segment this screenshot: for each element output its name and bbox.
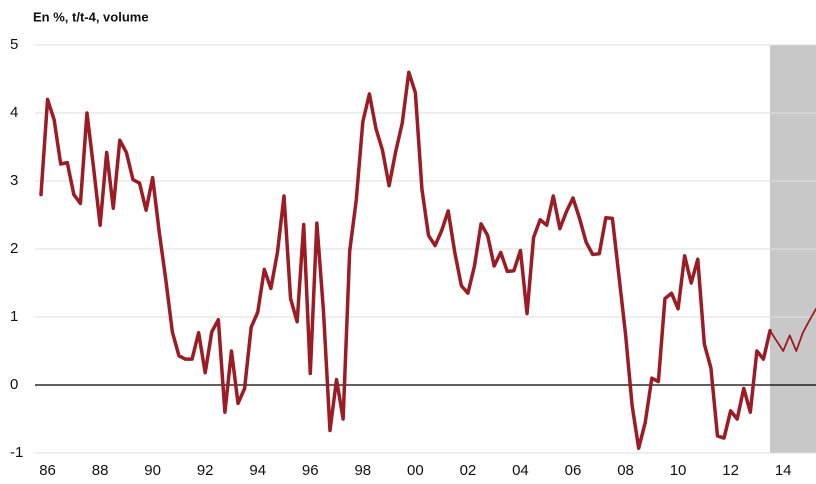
x-tick-label: 08 — [617, 462, 634, 479]
y-tick-label: 5 — [10, 36, 18, 53]
chart-title: En %, t/t-4, volume — [33, 9, 149, 24]
y-tick-label: -1 — [10, 444, 23, 461]
x-tick-label: 14 — [775, 462, 792, 479]
x-tick-label: 88 — [92, 462, 109, 479]
y-tick-label: 3 — [10, 172, 18, 189]
y-tick-label: 2 — [10, 240, 18, 257]
x-tick-label: 96 — [302, 462, 319, 479]
x-tick-label: 98 — [354, 462, 371, 479]
x-tick-label: 12 — [722, 462, 739, 479]
y-tick-label: 0 — [10, 376, 18, 393]
x-tick-label: 06 — [565, 462, 582, 479]
x-tick-label: 94 — [249, 462, 266, 479]
y-tick-label: 1 — [10, 308, 18, 325]
y-tick-label: 4 — [10, 104, 18, 121]
x-tick-label: 92 — [197, 462, 214, 479]
line-series — [769, 307, 816, 352]
x-tick-label: 04 — [512, 462, 529, 479]
x-tick-label: 90 — [144, 462, 161, 479]
line-series — [39, 70, 772, 450]
x-tick-label: 00 — [407, 462, 424, 479]
x-tick-label: 02 — [460, 462, 477, 479]
x-tick-label: 86 — [39, 462, 56, 479]
x-tick-label: 10 — [670, 462, 687, 479]
